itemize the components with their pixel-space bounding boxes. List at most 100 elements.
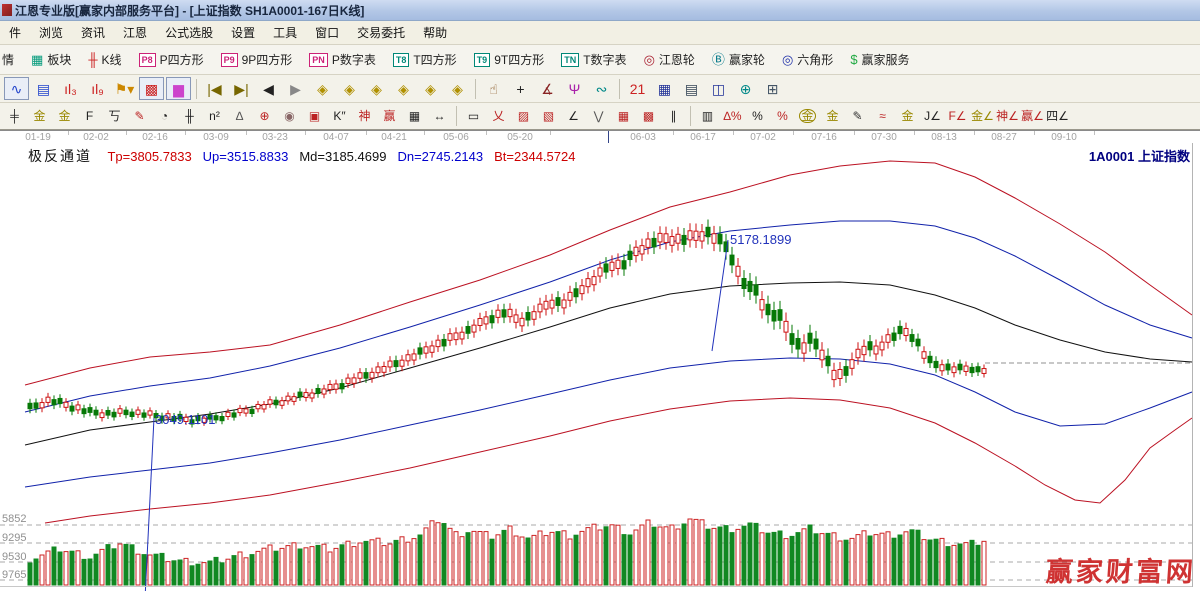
gold-lines-tool-button[interactable]: 金	[821, 106, 844, 127]
calculator-button[interactable]: ▦	[652, 77, 677, 100]
gold-angle-tool-button[interactable]: 金∠	[971, 106, 994, 127]
kline-9-button[interactable]: ıl₉	[85, 77, 110, 100]
trend-lines-tool-button[interactable]: ∠	[562, 106, 585, 127]
feature-p-number-table[interactable]: PN P数字表	[309, 51, 376, 68]
color-histogram-button[interactable]: ▆	[166, 77, 191, 100]
save-button[interactable]: ◫	[706, 77, 731, 100]
date-label-07-02: 07-02	[750, 132, 776, 143]
menu-item-浏览[interactable]: 浏览	[39, 26, 64, 40]
flag-menu-button[interactable]: ⚑▾	[112, 77, 137, 100]
menu-item-窗口[interactable]: 窗口	[315, 26, 340, 40]
gold-split2-tool-button[interactable]: 金	[53, 106, 76, 127]
date-tick	[673, 131, 674, 135]
wave-band-tool-button[interactable]: ≈	[871, 106, 894, 127]
next-bar-button[interactable]: ▶	[283, 77, 308, 100]
diamond-expand-button[interactable]: ◈	[391, 77, 416, 100]
menu-item-资讯[interactable]: 资讯	[81, 26, 106, 40]
diamond-left-button[interactable]: ◈	[310, 77, 335, 100]
grid-arrow-tool-button[interactable]: ▩	[637, 106, 660, 127]
crosshair-button[interactable]: +	[508, 77, 533, 100]
menu-item-公式选股[interactable]: 公式选股	[165, 26, 214, 40]
shen-angle-tool-button[interactable]: 神∠	[996, 106, 1019, 127]
knot-tool-button[interactable]: ∾	[589, 77, 614, 100]
shen-tool-button[interactable]: 神	[353, 106, 376, 127]
percent-tri-tool-button[interactable]: ∆%	[721, 106, 744, 127]
last-page-button[interactable]: ▶|	[229, 77, 254, 100]
tick-ruler-tool-button[interactable]: ╫	[178, 106, 201, 127]
zigzag-tool-button[interactable]: ⋁	[587, 106, 610, 127]
feature-hexagon[interactable]: ◎ 六角形	[782, 51, 833, 68]
circle-cross-tool-button[interactable]: ⊕	[253, 106, 276, 127]
menu-item-工具[interactable]: 工具	[273, 26, 298, 40]
f-ruler-tool-button[interactable]: F	[78, 106, 101, 127]
feature-winner-service[interactable]: $ 赢家服务	[850, 51, 909, 68]
rect-select-tool-button[interactable]: ▭	[462, 106, 485, 127]
data-export-button[interactable]: ⊞	[760, 77, 785, 100]
angle-measure-icon: ∡	[541, 80, 554, 97]
prev-bar-button[interactable]: ◀	[256, 77, 281, 100]
ying-tool-button[interactable]: 赢	[378, 106, 401, 127]
diamond-vertical-button[interactable]: ◈	[445, 77, 470, 100]
grid-red-tool-button[interactable]: ▦	[612, 106, 635, 127]
pen-arrow-tool-button[interactable]: ✎	[846, 106, 869, 127]
gold-band-tool-button[interactable]: 金	[896, 106, 919, 127]
feature-9t-square[interactable]: T9 9T四方形	[473, 51, 544, 68]
menu-item-件[interactable]: 件	[9, 26, 22, 40]
ying-angle-tool-button[interactable]: 赢∠	[1021, 106, 1044, 127]
fan-box2-tool-button[interactable]: ▧	[537, 106, 560, 127]
menu-item-帮助[interactable]: 帮助	[423, 26, 448, 40]
time-circle-tool-button[interactable]: ◔	[153, 106, 176, 127]
gold-circle-tool-button[interactable]: 金	[796, 106, 819, 127]
angle-measure-button[interactable]: ∡	[535, 77, 560, 100]
feature-kline[interactable]: ╫ K线	[88, 51, 121, 68]
notes-button[interactable]: ▤	[679, 77, 704, 100]
gold-split-tool-button[interactable]: 金	[28, 106, 51, 127]
gann-pattern-button[interactable]: ▩	[139, 77, 164, 100]
kline-3-button[interactable]: ıl₃	[58, 77, 83, 100]
feature-gann-wheel[interactable]: ◎ 江恩轮	[644, 51, 695, 68]
first-page-button[interactable]: |◀	[202, 77, 227, 100]
menu-item-江恩[interactable]: 江恩	[123, 26, 148, 40]
dynamic-quote-button[interactable]: ∿	[4, 77, 29, 100]
square-target-tool-button[interactable]: ▣	[303, 106, 326, 127]
diamond-plus-button[interactable]: ◈	[418, 77, 443, 100]
hand-button[interactable]: ☝	[481, 77, 506, 100]
feature-t-square[interactable]: T8 T四方形	[392, 51, 457, 68]
arc-tool-button[interactable]: 丂	[103, 106, 126, 127]
star-circle-tool-button[interactable]: ◉	[278, 106, 301, 127]
scale-chart-tool-button[interactable]: ▥	[696, 106, 719, 127]
menu-item-设置[interactable]: 设置	[231, 26, 256, 40]
network-button[interactable]: ⊕	[733, 77, 758, 100]
ribbon-tool-button[interactable]: Ψ	[562, 77, 587, 100]
diamond-right-button[interactable]: ◈	[337, 77, 362, 100]
si-angle-tool-icon: 四∠	[1046, 109, 1069, 123]
feature-t-number-table[interactable]: TN T数字表	[561, 51, 627, 68]
span-arrow-tool-button[interactable]: ↔	[428, 106, 451, 127]
fan-box-tool-button[interactable]: ▨	[512, 106, 535, 127]
kline-chart-canvas[interactable]	[0, 143, 1200, 591]
grid-123-tool-button[interactable]: ▦	[403, 106, 426, 127]
percent-line-tool-button[interactable]: %	[771, 106, 794, 127]
feature-quotes[interactable]: 情	[2, 51, 14, 68]
percent-tool-button[interactable]: %	[746, 106, 769, 127]
j-angle-tool-button[interactable]: J∠	[921, 106, 944, 127]
calendar-button[interactable]: 21	[625, 77, 650, 100]
k-mark-tool-button[interactable]: K″	[328, 106, 351, 127]
brush-tool-button[interactable]: ✎	[128, 106, 151, 127]
fan-rays-tool-button[interactable]: 乂	[487, 106, 510, 127]
f-angle-tool-button[interactable]: F∠	[946, 106, 969, 127]
si-angle-tool-button[interactable]: 四∠	[1046, 106, 1069, 127]
menu-item-交易委托[interactable]: 交易委托	[357, 26, 406, 40]
info-doc-button[interactable]: ▤	[31, 77, 56, 100]
grid-cross-tool-button[interactable]: ╪	[3, 106, 26, 127]
feature-9p-square[interactable]: P9 9P四方形	[220, 51, 292, 68]
kline-chart-area[interactable]: 极反通道 Tp=3805.7833 Up=3515.8833 Md=3185.469…	[0, 143, 1200, 591]
feature-sectors[interactable]: ▦ 板块	[31, 51, 71, 68]
parallel-tool-button[interactable]: ∥	[662, 106, 685, 127]
angle-a-tool-button[interactable]: ∆	[228, 106, 251, 127]
feature-winner-wheel[interactable]: Ⓑ 赢家轮	[712, 51, 765, 68]
ribbon-tool-icon: Ψ	[568, 80, 581, 97]
feature-p-square[interactable]: P8 P四方形	[138, 51, 204, 68]
diamond-horizontal-button[interactable]: ◈	[364, 77, 389, 100]
n2-tool-button[interactable]: n²	[203, 106, 226, 127]
